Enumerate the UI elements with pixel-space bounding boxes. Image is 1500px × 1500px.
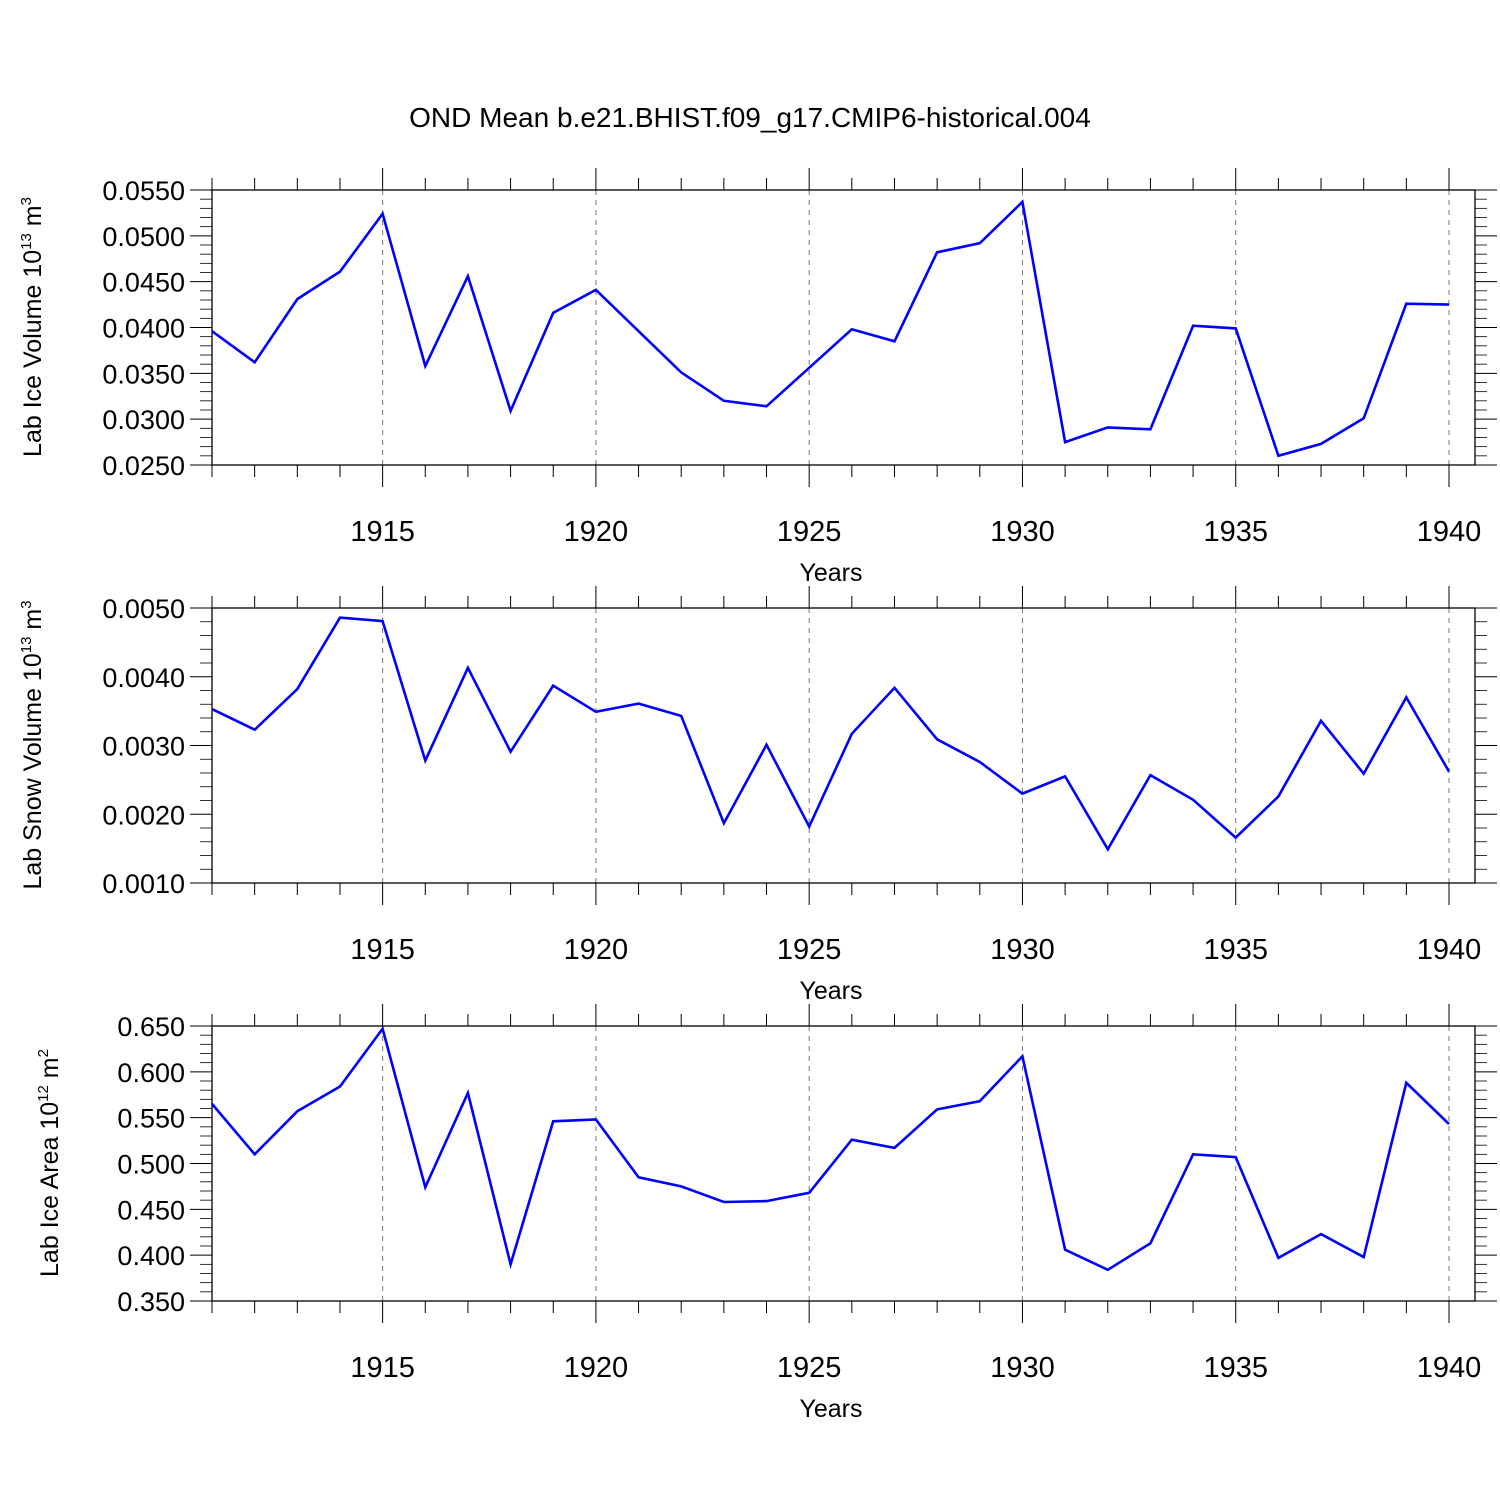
chart-title: OND Mean b.e21.BHIST.f09_g17.CMIP6-histo… [409,102,1091,133]
y-tick-label: 0.0550 [102,176,185,206]
y-tick-label: 0.0350 [102,359,185,389]
y-axis-label: Lab Snow Volume 1013 m3 [18,600,47,889]
x-tick-label: 1920 [564,516,629,548]
series-line [211,1025,1450,1272]
x-axis-label: Years [799,559,862,587]
x-tick-label: 1925 [777,934,842,966]
y-tick-label: 0.400 [117,1241,185,1271]
x-tick-label: 1940 [1417,516,1482,548]
y-tick-label: 0.600 [117,1058,185,1088]
y-tick-label: 0.0030 [102,732,185,762]
y-tick-label: 0.0300 [102,405,185,435]
series-line [211,199,1450,458]
y-tick-label: 0.550 [117,1104,185,1134]
x-axis-label: Years [799,977,862,1005]
plot-frame [211,1025,1476,1302]
x-tick-label: 1920 [564,1352,629,1384]
y-tick-label: 0.0500 [102,222,185,252]
y-tick-label: 0.0450 [102,268,185,298]
panel-ice-area: 0.350 0.400 0.450 0.500 0.550 0.600 0.650 1915… [35,1004,1497,1423]
y-tick-label: 0.0050 [102,594,185,624]
x-tick-label: 1930 [990,1352,1055,1384]
y-tick-label: 0.0400 [102,314,185,344]
y-tick-label: 0.500 [117,1150,185,1180]
y-axis-label: Lab Ice Area 1012 m2 [35,1049,64,1277]
x-tick-label: 1915 [350,516,415,548]
x-axis-label: Years [799,1395,862,1423]
y-tick-label: 0.450 [117,1195,185,1225]
x-tick-label: 1935 [1203,934,1268,966]
panel-snow-volume: 0.0010 0.0020 0.0030 0.0040 0.0050 1915 1920 1… [18,586,1497,1005]
x-tick-label: 1915 [350,934,415,966]
panel-ice-volume: 0.0250 0.0300 0.0350 0.0400 0.0450 0.0500 0.05… [18,168,1497,587]
x-tick-label: 1935 [1203,1352,1268,1384]
x-tick-label: 1915 [350,1352,415,1384]
plot-frame [211,607,1476,884]
x-tick-label: 1935 [1203,516,1268,548]
x-tick-label: 1920 [564,934,629,966]
y-tick-label: 0.0040 [102,663,185,693]
x-tick-label: 1925 [777,516,842,548]
y-tick-label: 0.0250 [102,451,185,481]
x-tick-label: 1940 [1417,1352,1482,1384]
x-tick-label: 1930 [990,934,1055,966]
x-tick-label: 1930 [990,516,1055,548]
y-tick-label: 0.650 [117,1012,185,1042]
x-tick-label: 1925 [777,1352,842,1384]
series-line [211,616,1451,852]
y-tick-label: 0.0020 [102,800,185,830]
plot-frame [211,189,1476,466]
y-axis-label: Lab Ice Volume 1013 m3 [18,197,47,457]
y-tick-label: 0.350 [117,1287,185,1317]
x-tick-label: 1940 [1417,934,1482,966]
y-tick-label: 0.0010 [102,869,185,899]
